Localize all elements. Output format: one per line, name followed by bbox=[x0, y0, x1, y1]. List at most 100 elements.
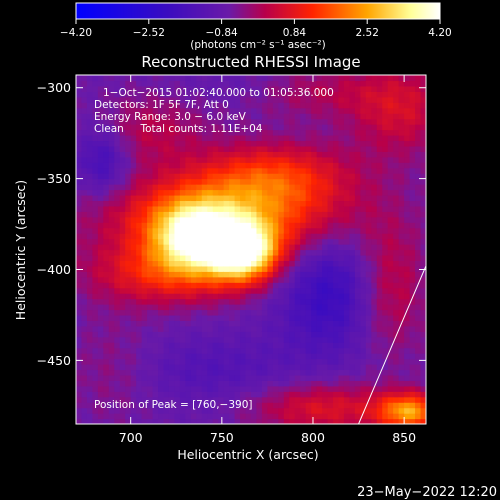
heatmap-cell bbox=[404, 227, 411, 234]
heatmap-cell bbox=[316, 184, 323, 191]
heatmap-cell bbox=[343, 374, 351, 381]
heatmap-cell bbox=[108, 189, 115, 196]
heatmap-cell bbox=[234, 233, 241, 240]
heatmap-cell bbox=[108, 402, 115, 409]
heatmap-cell bbox=[382, 347, 389, 354]
heatmap-cell bbox=[92, 304, 99, 311]
heatmap-cell bbox=[76, 238, 83, 245]
heatmap-cell bbox=[196, 227, 203, 234]
heatmap-cell bbox=[387, 178, 394, 185]
heatmap-cell bbox=[251, 107, 258, 114]
heatmap-cell bbox=[420, 342, 426, 349]
heatmap-cell bbox=[207, 254, 214, 261]
heatmap-cell bbox=[125, 402, 132, 409]
heatmap-cell bbox=[179, 298, 186, 305]
heatmap-cell bbox=[147, 265, 154, 272]
heatmap-cell bbox=[158, 124, 165, 131]
heatmap-cell bbox=[343, 314, 351, 321]
heatmap-cell bbox=[81, 145, 88, 152]
heatmap-cell bbox=[223, 265, 230, 272]
heatmap-cell bbox=[152, 276, 159, 283]
heatmap-cell bbox=[97, 396, 104, 403]
heatmap-cell bbox=[251, 336, 258, 343]
heatmap-cell bbox=[311, 282, 318, 289]
heatmap-cell bbox=[158, 265, 165, 272]
heatmap-cell bbox=[267, 402, 274, 409]
heatmap-cell bbox=[240, 336, 247, 343]
heatmap-cell bbox=[409, 298, 416, 305]
heatmap-cell bbox=[289, 167, 296, 174]
heatmap-cell bbox=[240, 342, 247, 349]
heatmap-cell bbox=[103, 140, 110, 147]
heatmap-cell bbox=[223, 380, 230, 387]
heatmap-cell bbox=[86, 102, 94, 109]
heatmap-cell bbox=[409, 358, 416, 365]
heatmap-cell bbox=[163, 358, 170, 365]
heatmap-cell bbox=[272, 374, 279, 381]
heatmap-cell bbox=[86, 118, 94, 125]
heatmap-cell bbox=[338, 118, 345, 125]
heatmap-cell bbox=[278, 369, 285, 376]
heatmap-cell bbox=[190, 385, 197, 392]
heatmap-cell bbox=[420, 189, 426, 196]
heatmap-cell bbox=[163, 402, 170, 409]
heatmap-cell bbox=[294, 391, 301, 398]
heatmap-cell bbox=[360, 260, 367, 267]
heatmap-cell bbox=[333, 369, 340, 376]
heatmap-cell bbox=[294, 85, 301, 92]
heatmap-cell bbox=[322, 358, 329, 365]
heatmap-cell bbox=[168, 205, 176, 212]
heatmap-cell bbox=[371, 325, 378, 332]
heatmap-cell bbox=[163, 244, 170, 251]
heatmap-cell bbox=[174, 413, 181, 420]
heatmap-cell bbox=[212, 173, 219, 180]
heatmap-cell bbox=[322, 364, 329, 371]
heatmap-cell bbox=[218, 347, 225, 354]
heatmap-cell bbox=[125, 418, 132, 424]
heatmap-cell bbox=[168, 118, 176, 125]
heatmap-cell bbox=[261, 287, 269, 294]
heatmap-cell bbox=[130, 374, 137, 381]
heatmap-cell bbox=[158, 374, 165, 381]
heatmap-cell bbox=[92, 385, 99, 392]
heatmap-cell bbox=[152, 380, 159, 387]
heatmap-cell bbox=[245, 385, 252, 392]
heatmap-cell bbox=[158, 391, 165, 398]
heatmap-cell bbox=[168, 265, 176, 272]
heatmap-cell bbox=[190, 156, 197, 163]
heatmap-cell bbox=[174, 140, 181, 147]
heatmap-cell bbox=[81, 75, 88, 82]
heatmap-cell bbox=[305, 244, 312, 251]
heatmap-cell bbox=[163, 178, 170, 185]
heatmap-cell bbox=[354, 124, 361, 131]
heatmap-cell bbox=[382, 222, 389, 229]
heatmap-cell bbox=[371, 107, 378, 114]
heatmap-cell bbox=[393, 249, 400, 256]
heatmap-cell bbox=[261, 167, 269, 174]
heatmap-cell bbox=[333, 129, 340, 136]
heatmap-cell bbox=[234, 342, 241, 349]
heatmap-cell bbox=[278, 347, 285, 354]
heatmap-cell bbox=[97, 249, 104, 256]
heatmap-cell bbox=[81, 227, 88, 234]
heatmap-cell bbox=[272, 194, 279, 202]
heatmap-cell bbox=[76, 369, 83, 376]
heatmap-cell bbox=[229, 151, 236, 158]
heatmap-cell bbox=[283, 331, 290, 338]
heatmap-cell bbox=[289, 260, 296, 267]
heatmap-cell bbox=[158, 178, 165, 185]
heatmap-cell bbox=[300, 178, 307, 185]
heatmap-cell bbox=[130, 271, 137, 278]
heatmap-cell bbox=[311, 347, 318, 354]
heatmap-cell bbox=[393, 358, 400, 365]
heatmap-cell bbox=[376, 145, 383, 152]
heatmap-cell bbox=[240, 260, 247, 267]
heatmap-cell bbox=[190, 249, 197, 256]
heatmap-cell bbox=[168, 385, 176, 392]
heatmap-cell bbox=[212, 118, 219, 125]
heatmap-cell bbox=[223, 325, 230, 332]
heatmap-cell bbox=[398, 205, 405, 212]
heatmap-cell bbox=[212, 402, 219, 409]
heatmap-cell bbox=[234, 211, 241, 218]
heatmap-cell bbox=[174, 156, 181, 163]
